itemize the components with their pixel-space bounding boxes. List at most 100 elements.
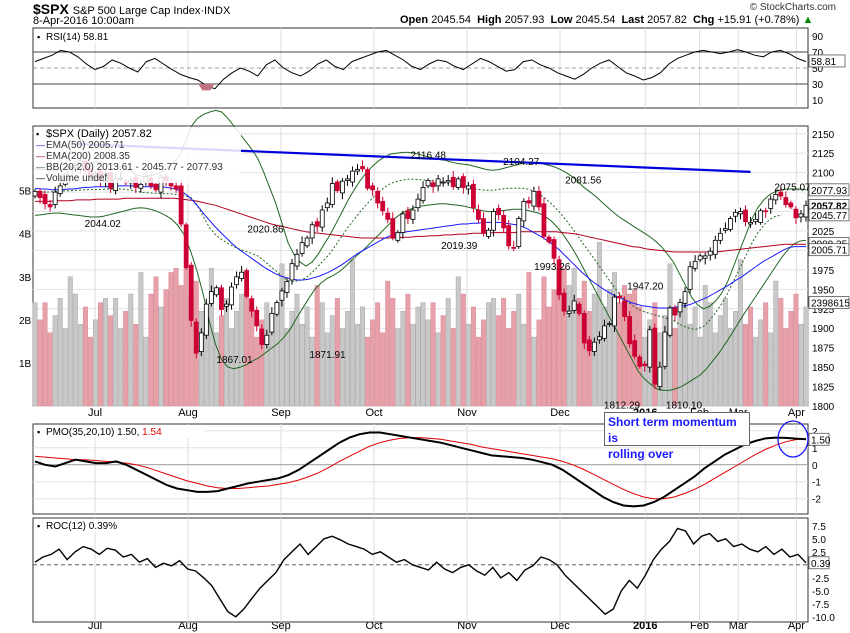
volume-bar xyxy=(239,293,245,407)
candle-body xyxy=(214,287,219,296)
x-axis-label-bottom: Feb xyxy=(690,620,709,632)
volume-bar xyxy=(128,293,134,407)
volume-bar xyxy=(57,298,63,407)
volume-bar xyxy=(768,332,774,407)
y-tick-label: 1900 xyxy=(812,324,835,335)
candle-body xyxy=(728,218,733,230)
volume-bar xyxy=(138,272,144,407)
candle-body xyxy=(254,309,260,327)
quote-date: 8-Apr-2016 10:00am xyxy=(33,15,134,27)
candle-body xyxy=(748,222,753,225)
rsi-value-tag xyxy=(808,54,846,68)
volume-bar xyxy=(627,293,633,407)
volume-bar xyxy=(380,332,386,407)
candle-body xyxy=(224,303,229,307)
candle-body xyxy=(324,202,330,209)
x-axis-label-bottom: Mar xyxy=(729,620,748,632)
candle-body xyxy=(722,228,728,231)
volume-bar xyxy=(274,315,280,407)
rsi-tick-label: 10 xyxy=(812,96,824,107)
volume-bar xyxy=(324,332,330,407)
volume-bar xyxy=(430,302,436,407)
volume-bar xyxy=(153,276,159,407)
volume-bar xyxy=(289,311,295,407)
volume-bar xyxy=(173,267,179,407)
price-annotation: 1812.29 xyxy=(604,400,641,411)
pmo-legend: PMO(35,20,10) 1.50, 1.54 xyxy=(46,427,162,438)
volume-bar xyxy=(727,328,733,407)
volume-bar xyxy=(758,319,764,407)
candle-body xyxy=(208,291,214,304)
volume-bar xyxy=(334,298,340,407)
candle-body xyxy=(481,218,486,234)
volume-bar xyxy=(455,276,461,407)
x-axis-label: Dec xyxy=(550,407,570,419)
candle-body xyxy=(405,210,411,219)
candle-body xyxy=(264,334,270,345)
volume-bar xyxy=(32,302,38,407)
candle-body xyxy=(637,356,643,367)
volume-bar xyxy=(390,298,396,407)
volume-bar xyxy=(470,306,476,407)
candle-body xyxy=(788,202,794,208)
volume-bar xyxy=(788,311,794,407)
candle-body xyxy=(360,166,365,170)
volume-value-tag-text: 2398615 xyxy=(811,299,850,310)
candle-body xyxy=(309,224,315,239)
ema200-line xyxy=(35,197,806,253)
price-value-tag-text: 2005.71 xyxy=(811,246,848,257)
volume-bar xyxy=(123,311,129,407)
rsi-tick-label: 30 xyxy=(812,80,824,91)
candle-body xyxy=(455,178,461,188)
candle-body xyxy=(526,200,532,204)
y-tick-label: 2150 xyxy=(812,130,835,141)
candle-body xyxy=(677,302,683,313)
candle-body xyxy=(642,363,648,366)
volume-bar xyxy=(158,306,164,407)
volume-bar xyxy=(541,276,547,407)
y-tick-label: 1 xyxy=(812,444,818,455)
volume-bar xyxy=(531,336,537,407)
price-annotation: 2019.39 xyxy=(441,241,478,252)
volume-bar xyxy=(773,280,779,407)
candle-body xyxy=(435,178,441,187)
volume-bar xyxy=(244,289,250,407)
candle-body xyxy=(319,209,325,228)
change-value: +15.91 (+0.78%) xyxy=(717,14,800,26)
candle-body xyxy=(516,218,522,247)
volume-bar xyxy=(465,323,471,407)
volume-bar xyxy=(793,293,799,407)
volume-bar xyxy=(304,306,310,407)
candle-body xyxy=(647,329,653,368)
candle-body xyxy=(596,336,602,341)
volume-bar xyxy=(103,298,109,407)
volume-bar xyxy=(496,315,502,407)
volume-bar xyxy=(314,285,320,407)
volume-bar xyxy=(375,302,381,407)
volume-bar xyxy=(178,285,184,407)
price-value-tag xyxy=(808,243,850,257)
volume-bar xyxy=(284,328,290,407)
candle-body xyxy=(279,290,285,301)
x-axis-label: Nov xyxy=(457,407,477,419)
volume-bar xyxy=(168,272,174,407)
price-annotation: 1867.01 xyxy=(216,355,253,366)
highlight-ellipse xyxy=(777,420,809,458)
volume-bar xyxy=(722,298,728,407)
volume-bar xyxy=(486,302,491,407)
price-value-tag-text: 2077.93 xyxy=(811,186,848,197)
price-annotation: 2104.27 xyxy=(503,157,540,168)
volume-bar xyxy=(491,298,497,407)
rsi-value-tag-text: 58.81 xyxy=(811,57,836,68)
y-tick-label: 2125 xyxy=(812,149,835,160)
ema50-line xyxy=(34,185,806,309)
rsi-legend: RSI(14) 58.81 xyxy=(46,32,109,43)
x-axis-label-bottom: 2016 xyxy=(633,620,657,632)
legend-marker: ▪ xyxy=(37,32,40,42)
rsi-tick-label: 90 xyxy=(812,32,824,43)
volume-bar xyxy=(42,302,48,407)
volume-bar xyxy=(415,306,421,407)
volume-bar xyxy=(133,323,139,407)
candle-body xyxy=(395,232,401,241)
